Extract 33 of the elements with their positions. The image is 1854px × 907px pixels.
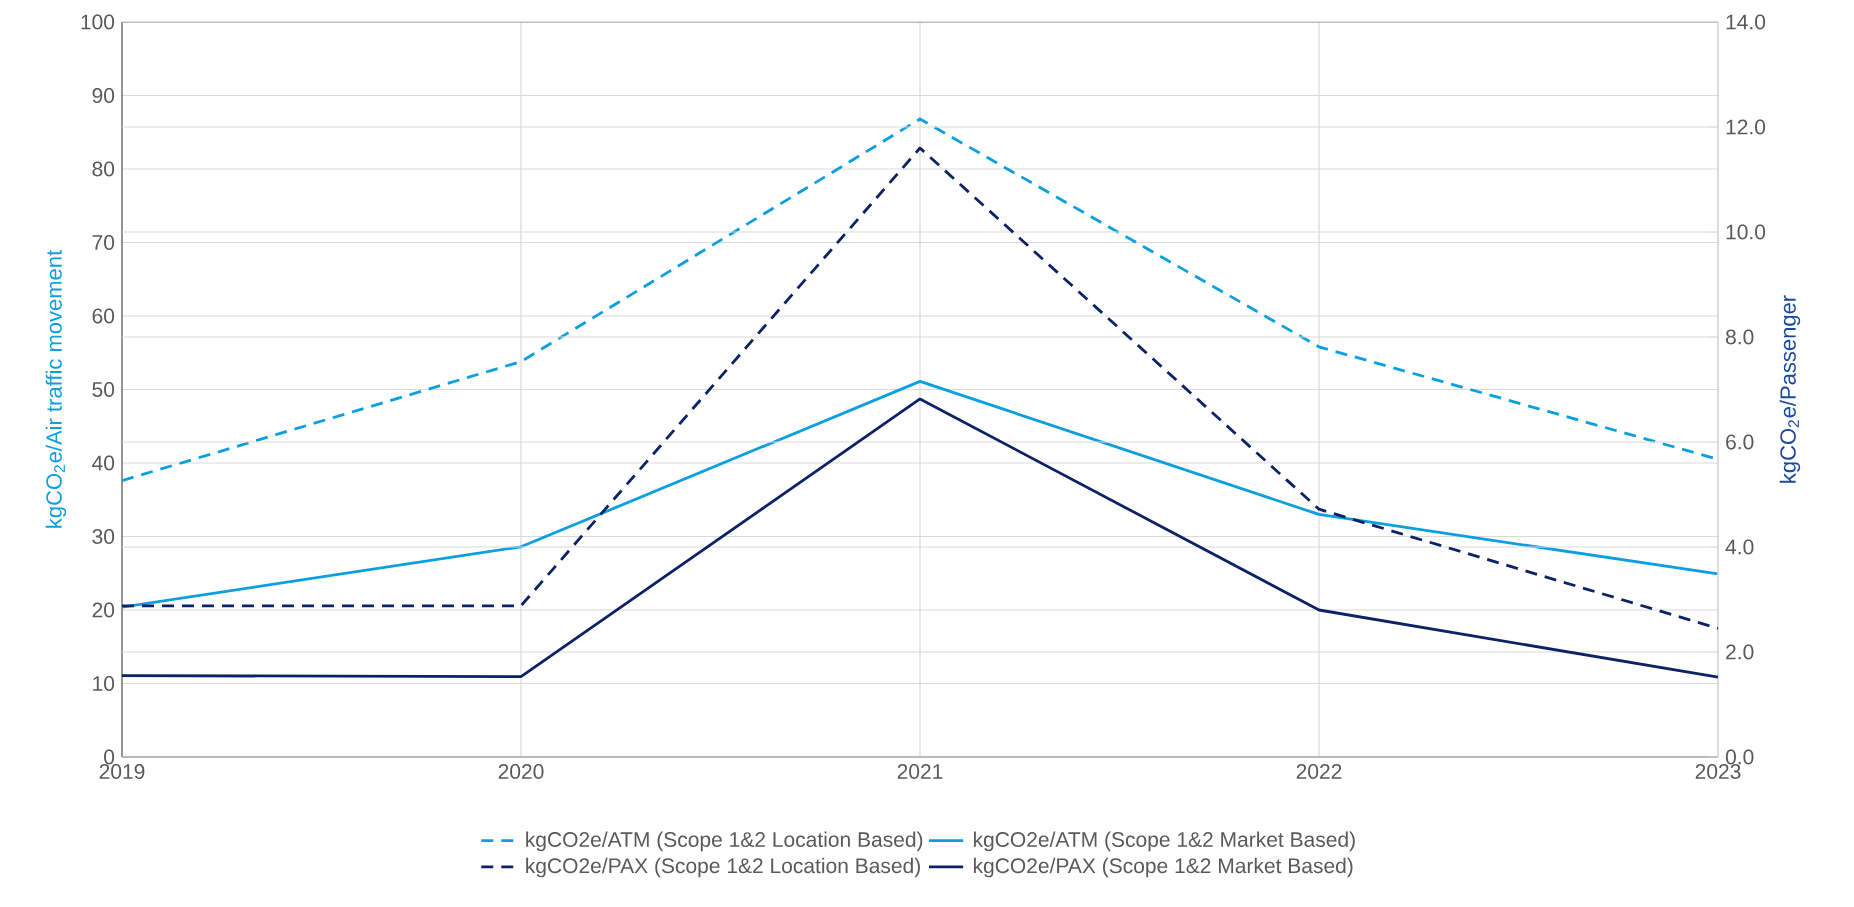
- x-tick-label: 2022: [1296, 764, 1342, 779]
- x-tick-label: 2023: [1695, 764, 1741, 779]
- line-series: [122, 380, 1719, 609]
- x-tick-label: 2019: [99, 764, 145, 779]
- x-tick-label: 2021: [897, 764, 943, 779]
- y-tick-label: 60: [92, 308, 115, 324]
- legend-label: kgCO2e/ATM (Scope 1&2 Location Based): [526, 831, 923, 852]
- y-tick-label: 10: [93, 676, 115, 691]
- y2-tick-label: 4.0: [1725, 539, 1754, 555]
- legend-label: kgCO2e/PAX (Scope 1&2 Market Based): [973, 857, 1353, 878]
- y2-axis-title: kgCO$_{2}$e/Passenger: [1779, 295, 1801, 483]
- y2-tick-label: 0.0: [1725, 749, 1754, 765]
- y-tick-label: 100: [81, 14, 115, 30]
- y2-tick-label: 2.0: [1726, 644, 1754, 660]
- x-tick-label: 2020: [498, 764, 544, 779]
- line-series: [122, 146, 1719, 630]
- y-tick-label: 80: [92, 161, 115, 177]
- y-tick-label: 70: [92, 235, 115, 250]
- y-tick-label: 30: [92, 529, 115, 544]
- y2-tick-label: 12.0: [1726, 119, 1766, 135]
- legend-label: kgCO2e/PAX (Scope 1&2 Location Based): [526, 857, 920, 878]
- y2-tick-label: 10.0: [1726, 224, 1766, 240]
- y-tick-label: 90: [92, 88, 115, 103]
- y2-tick-label: 6.0: [1726, 434, 1754, 450]
- y-axis-title: kgCO$_{2}$e/Air traffic movement: [45, 250, 67, 528]
- legend-label: kgCO2e/ATM (Scope 1&2 Market Based): [973, 831, 1355, 852]
- y-tick-label: 40: [92, 455, 115, 471]
- y-tick-label: 20: [92, 602, 115, 618]
- line-series: [122, 397, 1719, 679]
- y-tick-label: 0: [104, 749, 115, 765]
- y2-tick-label: 14.0: [1726, 14, 1766, 30]
- y2-tick-label: 8.0: [1725, 329, 1754, 345]
- y-tick-label: 50: [92, 382, 115, 397]
